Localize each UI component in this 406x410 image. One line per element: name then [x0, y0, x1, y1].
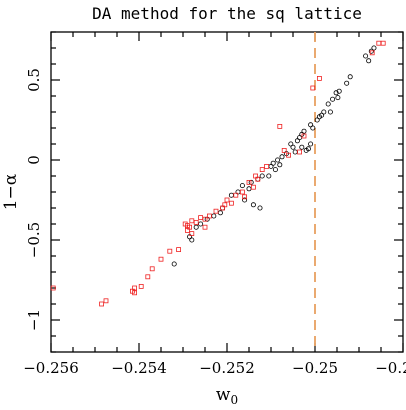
axis-ticks	[50, 31, 404, 353]
data-point	[308, 141, 314, 147]
data-point	[198, 221, 204, 227]
data-point	[314, 117, 320, 123]
data-point	[250, 184, 256, 190]
data-point	[272, 167, 278, 173]
x-tick-label: −0.248	[375, 359, 406, 377]
y-axis-label: 1−α	[1, 173, 21, 210]
data-point	[294, 138, 300, 144]
data-point	[184, 227, 190, 233]
data-point	[275, 157, 281, 163]
data-point	[213, 208, 219, 214]
data-point	[325, 101, 331, 107]
chart-title: DA method for the sq lattice	[92, 4, 362, 23]
data-point	[376, 40, 382, 46]
data-point	[290, 144, 296, 150]
data-point	[380, 40, 386, 46]
x-tick-label: −0.256	[23, 359, 79, 377]
data-point	[347, 74, 353, 80]
data-point	[217, 210, 223, 216]
data-point	[228, 200, 234, 206]
data-point	[371, 45, 377, 51]
data-point	[259, 167, 265, 173]
data-point	[246, 186, 252, 192]
data-point	[286, 152, 292, 158]
data-point	[333, 90, 339, 96]
data-point	[327, 109, 333, 115]
data-point	[149, 266, 155, 272]
data-point	[246, 179, 252, 185]
data-point	[193, 224, 199, 230]
data-point	[344, 80, 350, 86]
data-point	[363, 53, 369, 59]
data-point	[242, 194, 248, 200]
data-point	[310, 125, 316, 131]
data-point	[184, 223, 190, 229]
data-point	[189, 237, 195, 243]
series-red-squares	[50, 40, 386, 307]
data-point	[319, 112, 325, 118]
data-point	[242, 197, 248, 203]
data-point	[369, 50, 375, 56]
data-point	[299, 144, 305, 150]
data-point	[228, 192, 234, 198]
data-point	[50, 285, 56, 291]
data-point	[158, 256, 164, 262]
y-tick-label: −0.5	[25, 222, 43, 258]
data-point	[316, 76, 322, 81]
data-point	[233, 192, 239, 198]
y-tick-label: 0	[25, 155, 43, 165]
x-tick-label: −0.25	[292, 359, 338, 377]
y-tick-label: 0.5	[25, 68, 43, 92]
data-point	[301, 133, 307, 139]
x-tick-label: −0.252	[199, 359, 255, 377]
data-point	[255, 176, 261, 182]
data-point	[189, 218, 195, 224]
data-point	[277, 124, 283, 129]
data-point	[250, 202, 256, 208]
data-point	[145, 274, 151, 280]
data-point	[264, 163, 270, 169]
data-point	[279, 154, 285, 160]
data-point	[99, 301, 104, 307]
data-point	[257, 205, 263, 211]
x-axis-label: w0	[216, 385, 238, 407]
data-point	[224, 197, 230, 203]
data-point	[171, 261, 177, 267]
data-point	[330, 96, 336, 102]
data-point	[310, 85, 316, 91]
data-point	[220, 205, 226, 211]
data-point	[297, 149, 303, 155]
data-point	[366, 58, 372, 64]
data-point	[239, 189, 245, 195]
data-point	[206, 213, 212, 219]
data-point	[335, 95, 341, 101]
data-point	[189, 231, 195, 237]
data-point	[202, 224, 208, 230]
data-point	[138, 283, 144, 289]
y-tick-label: −1	[25, 309, 43, 331]
data-point	[176, 247, 182, 253]
data-point	[239, 183, 245, 189]
series-black-circles	[171, 45, 377, 267]
data-point	[132, 290, 138, 296]
data-point	[103, 298, 109, 304]
data-point	[266, 173, 272, 179]
data-point	[198, 215, 204, 221]
data-point	[277, 162, 283, 168]
data-point	[268, 163, 274, 169]
data-point	[211, 213, 217, 219]
data-point	[305, 146, 311, 152]
data-point	[193, 219, 199, 225]
data-point	[167, 248, 173, 254]
data-point	[259, 173, 265, 179]
data-point	[281, 147, 287, 153]
tick-labels: −0.256 −0.254 −0.252 −0.25 −0.248 0.5 0 −0.5 −1	[23, 68, 406, 377]
data-point	[292, 149, 298, 155]
x-tick-label: −0.254	[111, 359, 167, 377]
data-point	[368, 48, 374, 54]
